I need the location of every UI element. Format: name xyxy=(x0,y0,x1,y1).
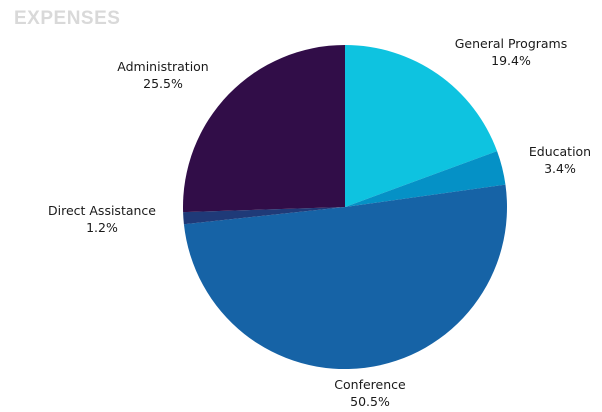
slice-percent-label: 19.4% xyxy=(491,53,531,68)
slice-percent-label: 25.5% xyxy=(143,76,183,91)
pie-slice-administration xyxy=(183,45,345,213)
slice-label: General Programs xyxy=(455,36,568,51)
slice-percent-label: 1.2% xyxy=(86,220,118,235)
chart-title: EXPENSES xyxy=(14,8,121,29)
pie-labels: General Programs 19.4% Education 3.4% Confer… xyxy=(48,36,591,409)
slice-label: Conference xyxy=(334,377,406,392)
slice-label: Administration xyxy=(117,59,208,74)
pie-slice-education xyxy=(345,151,506,207)
pie-slice-direct-assistance xyxy=(183,207,345,225)
slice-label: Education xyxy=(529,144,591,159)
pie-slices xyxy=(183,45,508,370)
pie-slice-conference xyxy=(183,184,508,370)
slice-label: Direct Assistance xyxy=(48,203,156,218)
slice-percent-label: 50.5% xyxy=(350,394,390,409)
slice-percent-label: 3.4% xyxy=(544,161,576,176)
pie-slice-general-programs xyxy=(345,45,498,207)
